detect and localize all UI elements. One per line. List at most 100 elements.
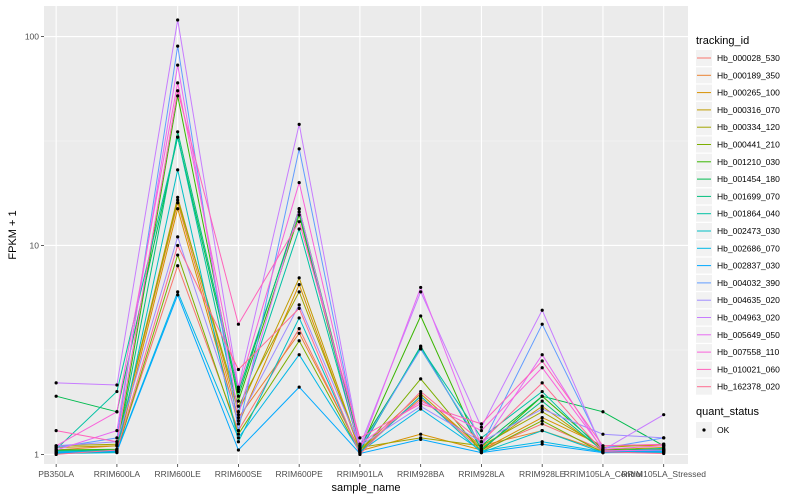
data-point xyxy=(419,377,423,381)
data-point xyxy=(297,306,301,310)
legend-label: Hb_004635_020 xyxy=(717,295,780,305)
data-point xyxy=(601,447,605,451)
legend-label: Hb_001864_040 xyxy=(717,209,780,219)
data-point xyxy=(297,385,301,389)
data-point xyxy=(115,389,119,394)
data-point xyxy=(176,201,180,205)
x-tick-label: RRIM600LE xyxy=(155,469,202,479)
data-point xyxy=(479,429,484,433)
data-point xyxy=(662,413,666,417)
data-point xyxy=(176,135,180,139)
data-point xyxy=(236,367,241,372)
data-point xyxy=(54,394,58,398)
data-point xyxy=(236,404,241,408)
x-tick-label: RRIM600SE xyxy=(215,469,263,479)
data-point xyxy=(540,442,544,446)
data-point xyxy=(297,147,301,151)
data-point xyxy=(479,451,484,455)
y-tick-label: 100 xyxy=(25,32,39,42)
data-point xyxy=(297,276,301,280)
legend-label: Hb_001210_030 xyxy=(717,157,780,167)
data-point xyxy=(601,432,605,436)
x-tick-label: RRIM600PE xyxy=(276,469,324,479)
legend-label: Hb_000316_070 xyxy=(717,105,780,115)
y-axis-title: FPKM + 1 xyxy=(7,210,19,259)
x-tick-label: RRIM928LA xyxy=(458,469,505,479)
data-point xyxy=(115,440,119,444)
data-point xyxy=(358,442,362,446)
data-point xyxy=(419,394,423,398)
data-point xyxy=(297,353,301,357)
data-point xyxy=(236,419,241,423)
data-point xyxy=(540,399,544,403)
data-point xyxy=(479,440,484,444)
data-point xyxy=(236,440,241,444)
data-point xyxy=(236,429,241,433)
data-point xyxy=(236,389,241,394)
data-point xyxy=(236,416,241,420)
data-point xyxy=(236,413,241,417)
data-point xyxy=(479,444,484,448)
data-point xyxy=(176,168,180,172)
data-point xyxy=(236,448,241,452)
data-point xyxy=(419,290,423,294)
data-point xyxy=(297,331,301,335)
data-point xyxy=(236,399,241,403)
data-point xyxy=(297,220,301,224)
data-point xyxy=(176,89,180,93)
data-point xyxy=(115,448,119,452)
data-point xyxy=(601,450,605,454)
data-point xyxy=(176,44,180,48)
data-point xyxy=(540,440,544,444)
data-point xyxy=(297,290,301,294)
data-point xyxy=(297,282,301,287)
data-point xyxy=(236,436,241,440)
legend-label: Hb_005649_050 xyxy=(717,330,780,340)
data-point xyxy=(419,402,423,406)
data-point xyxy=(176,253,180,257)
data-point xyxy=(176,130,180,134)
data-point xyxy=(236,322,241,326)
legend-label: Hb_000441_210 xyxy=(717,140,780,150)
data-point xyxy=(176,94,180,98)
major-gridlines xyxy=(44,6,688,464)
data-point xyxy=(419,432,423,436)
x-tick-label: RRIM105LA_Stressed xyxy=(621,469,706,479)
x-tick-label: PB350LA xyxy=(38,469,74,479)
data-point xyxy=(236,394,241,398)
x-tick-label: RRIM901LA xyxy=(337,469,384,479)
legend-label: Hb_002473_030 xyxy=(717,226,780,236)
data-point xyxy=(662,436,666,440)
data-point xyxy=(479,422,484,426)
data-point xyxy=(297,327,301,331)
legend-label: Hb_000265_100 xyxy=(717,88,780,98)
data-point xyxy=(540,416,544,420)
data-point xyxy=(540,389,544,394)
data-point xyxy=(540,353,544,357)
data-point xyxy=(358,448,362,452)
data-point xyxy=(176,290,180,294)
legend-label: Hb_000189_350 xyxy=(717,70,780,80)
data-point xyxy=(176,18,180,22)
data-point xyxy=(176,243,180,248)
data-point xyxy=(358,452,362,457)
data-point xyxy=(115,429,119,433)
data-point xyxy=(540,308,544,312)
data-points xyxy=(54,18,666,457)
legend: tracking_id Hb_000028_530 Hb_000189_350 Hb… xyxy=(696,35,780,438)
data-point xyxy=(297,180,301,185)
data-point xyxy=(419,347,423,351)
data-point xyxy=(419,285,423,290)
legend-label: Hb_000028_530 xyxy=(717,53,780,63)
data-point xyxy=(54,452,58,457)
minor-gridlines xyxy=(44,140,688,351)
plot-background xyxy=(44,6,688,464)
data-point xyxy=(419,437,423,442)
data-point xyxy=(297,207,301,211)
data-point xyxy=(540,381,544,385)
data-point xyxy=(662,448,666,452)
legend-label: Hb_001454_180 xyxy=(717,174,780,184)
data-point xyxy=(176,235,180,239)
data-point xyxy=(176,81,180,85)
